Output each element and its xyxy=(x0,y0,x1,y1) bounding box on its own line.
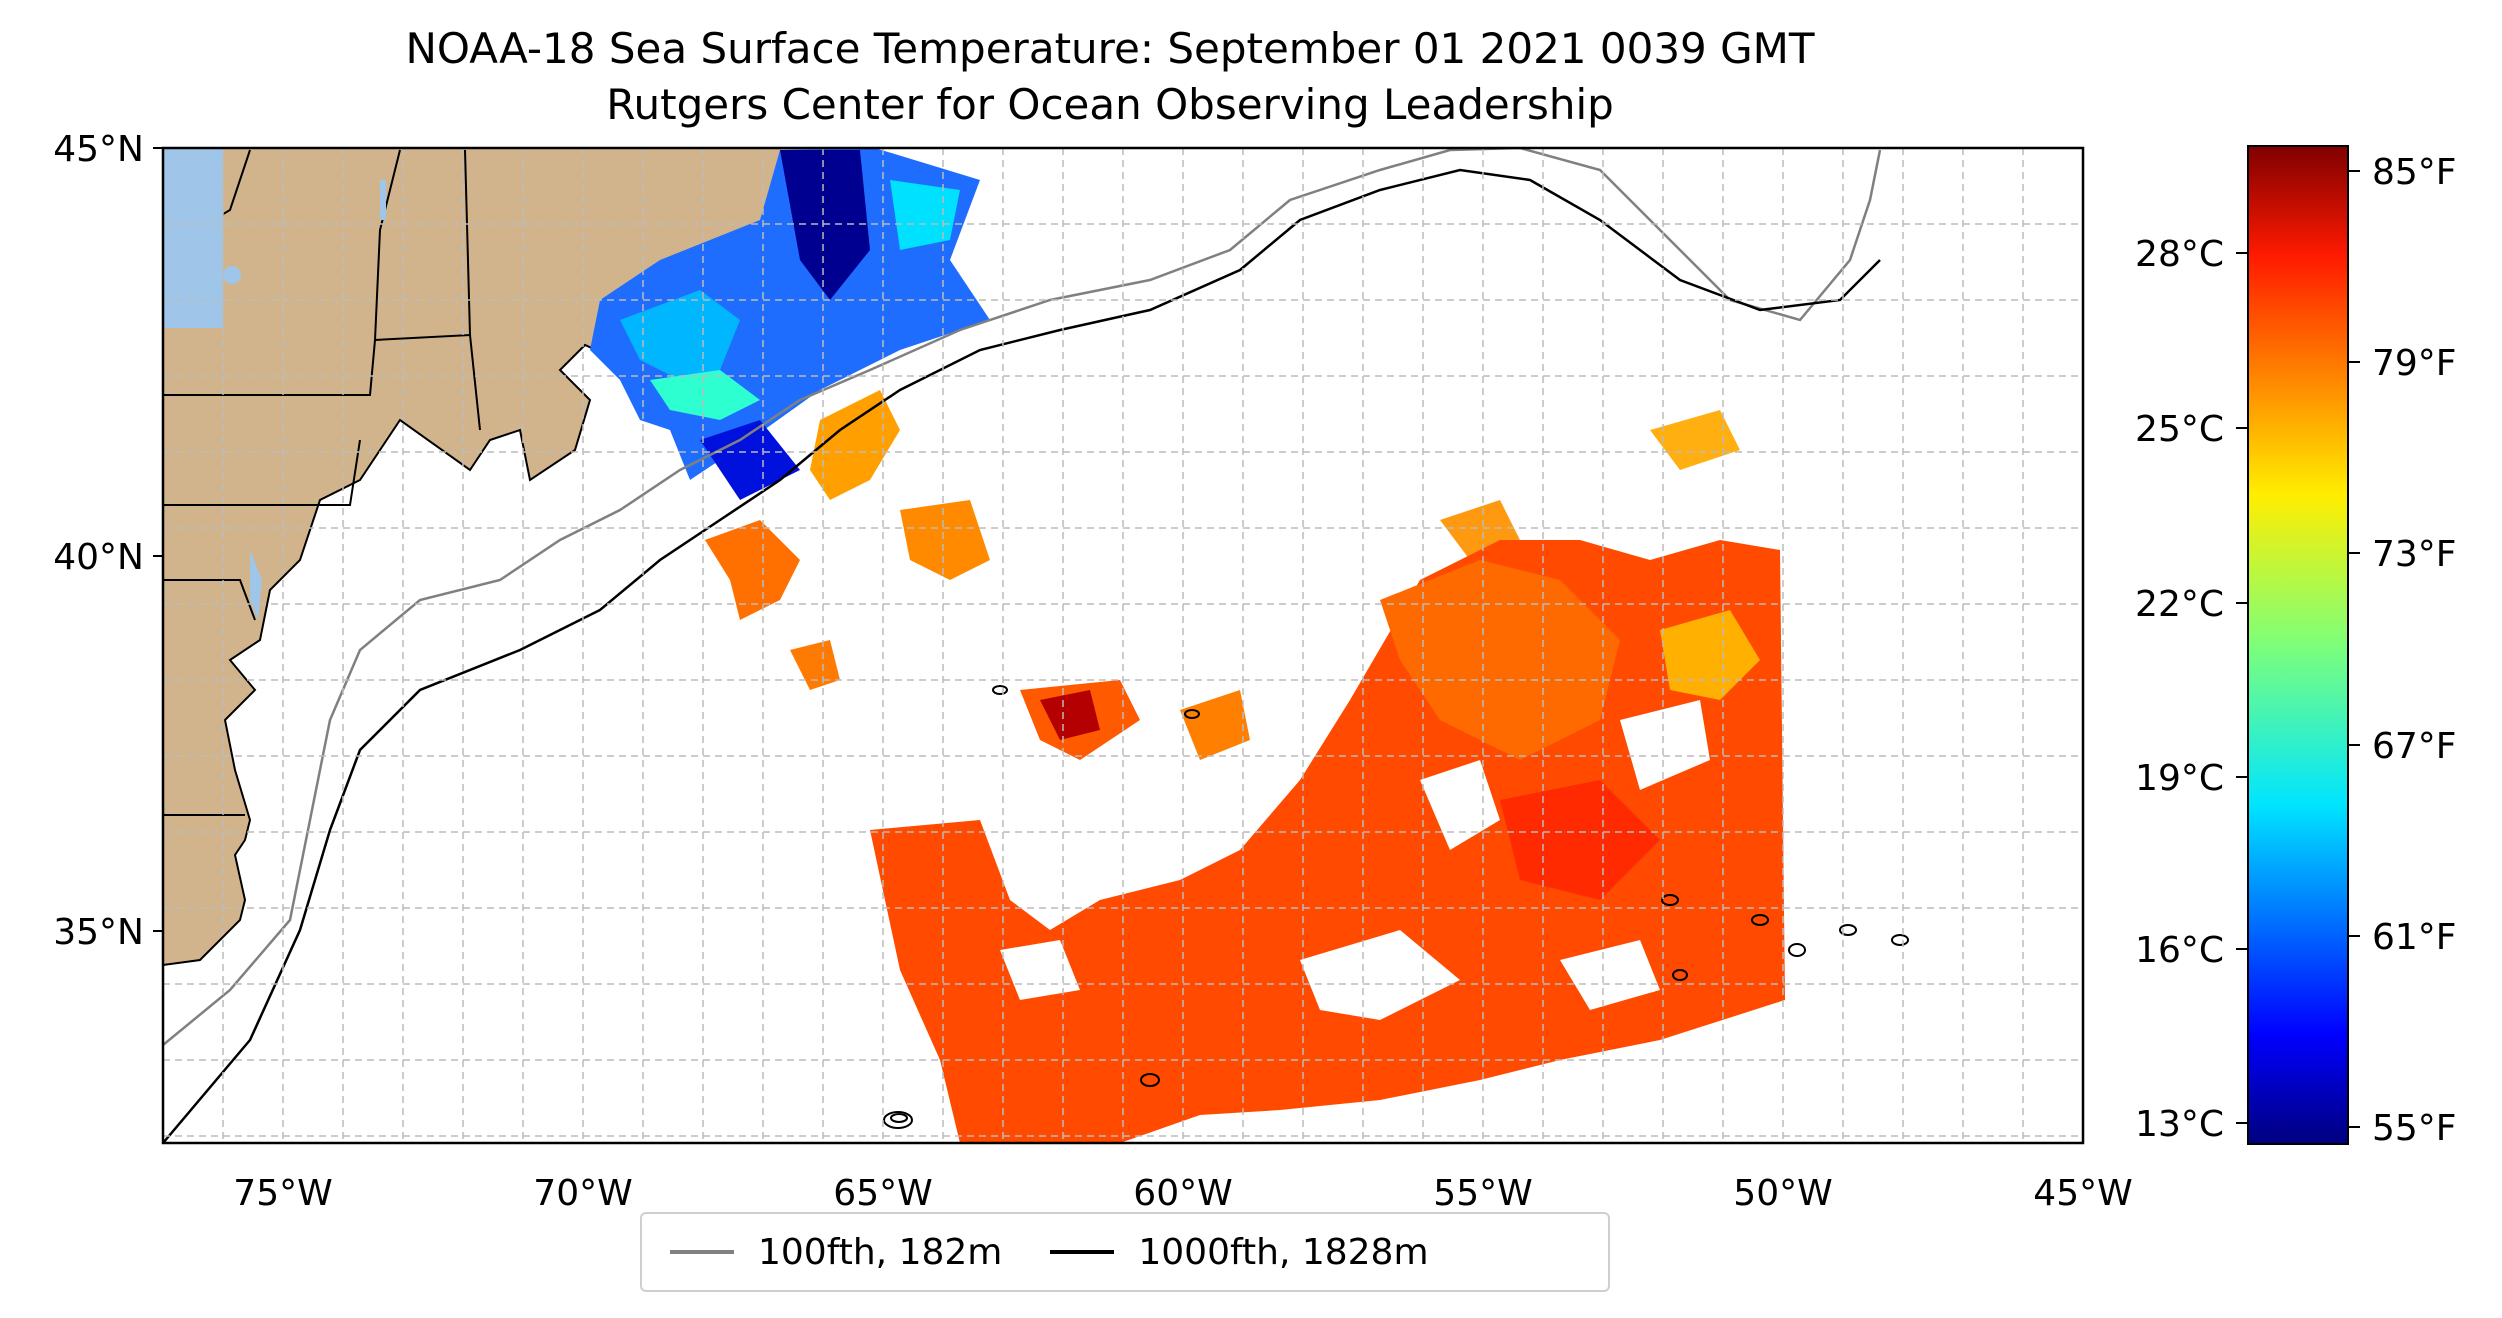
legend-line-1000fth xyxy=(1050,1250,1115,1254)
gridlines xyxy=(163,148,2083,1143)
sst-warm-swath xyxy=(870,540,1785,1143)
legend-item-100fth: 100fth, 182m xyxy=(670,1232,1002,1273)
seamounts xyxy=(883,685,1909,1129)
contour-1000fth xyxy=(163,168,1881,1143)
colorbar-celsius-ticks: 28°C 25°C 22°C 19°C 16°C 13°C xyxy=(2135,234,2248,1145)
lat-tick-label: 40°N xyxy=(53,537,144,578)
lat-tick-labels: 45°N 40°N 35°N xyxy=(53,129,163,953)
legend-item-1000fth: 1000fth, 1828m xyxy=(1050,1231,1429,1273)
lon-tick-label: 70°W xyxy=(533,1173,632,1214)
lon-tick-label: 60°W xyxy=(1133,1173,1232,1214)
colorbar-tick-f: 85°F xyxy=(2372,152,2457,193)
cloud-gaps xyxy=(1000,700,1710,1020)
colorbar-tick-f: 61°F xyxy=(2372,917,2457,958)
lon-tick-labels: 75°W 70°W 65°W 60°W 55°W 50°W 45°W xyxy=(233,1173,2132,1214)
map-subtitle: Rutgers Center for Ocean Observing Leade… xyxy=(606,80,1614,129)
colorbar-tick-c: 16°C xyxy=(2135,930,2224,971)
colorbar-tick-f: 55°F xyxy=(2372,1108,2457,1149)
colorbar-fahrenheit-ticks: 85°F 79°F 73°F 67°F 61°F 55°F xyxy=(2348,152,2457,1149)
lon-tick-label: 45°W xyxy=(2033,1173,2132,1214)
sst-warm-patches xyxy=(705,390,1740,760)
contour-legend: 100fth, 182m 1000fth, 1828m xyxy=(640,1212,1610,1292)
lon-tick-label: 75°W xyxy=(233,1173,332,1214)
colorbar xyxy=(2247,145,2349,1145)
state-borders xyxy=(163,149,481,816)
colorbar-tick-c: 28°C xyxy=(2135,234,2224,275)
lakes xyxy=(163,148,386,620)
colorbar-tick-c: 25°C xyxy=(2135,409,2224,450)
colorbar-tick-f: 79°F xyxy=(2372,343,2457,384)
contour-100fth xyxy=(163,148,1882,1046)
colorbar-tick-c: 13°C xyxy=(2135,1104,2224,1145)
lon-tick-label: 55°W xyxy=(1433,1173,1532,1214)
map-frame xyxy=(161,146,2085,1145)
legend-label-100fth: 100fth, 182m xyxy=(758,1231,1003,1273)
legend-line-100fth xyxy=(670,1250,734,1254)
colorbar-tick-f: 73°F xyxy=(2372,534,2457,575)
colorbar-tick-c: 22°C xyxy=(2135,584,2224,625)
lon-tick-label: 65°W xyxy=(833,1173,932,1214)
colorbar-tick-c: 19°C xyxy=(2135,758,2224,799)
lat-tick-label: 45°N xyxy=(53,129,144,170)
lon-tick-label: 50°W xyxy=(1733,1173,1832,1214)
map-title: NOAA-18 Sea Surface Temperature: Septemb… xyxy=(405,24,1815,73)
legend-label-1000fth: 1000fth, 1828m xyxy=(1138,1231,1429,1273)
lat-tick-label: 35°N xyxy=(53,912,144,953)
colorbar-tick-f: 67°F xyxy=(2372,726,2457,767)
